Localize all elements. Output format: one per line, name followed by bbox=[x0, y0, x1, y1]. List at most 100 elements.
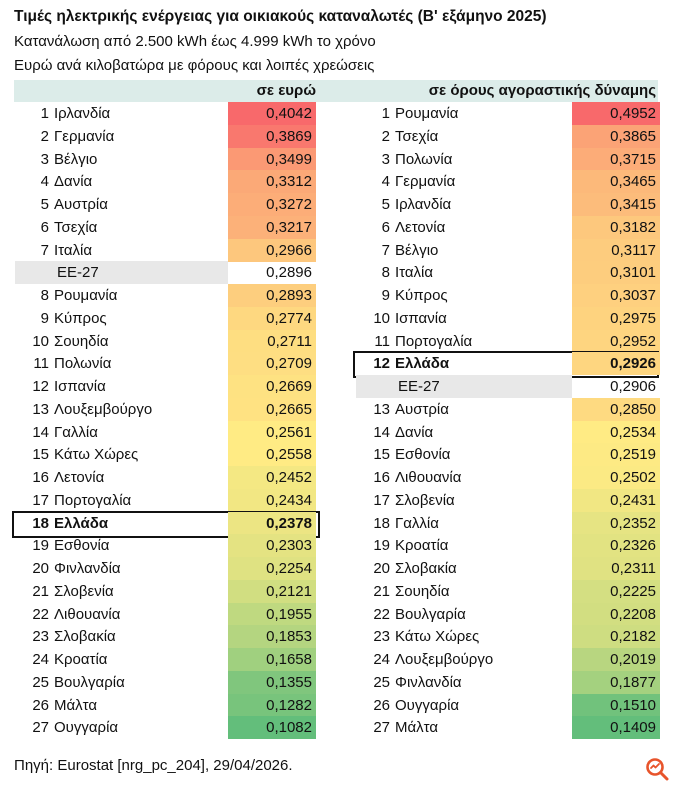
rank-cell: 22 bbox=[32, 605, 49, 623]
country-name-cell: Πολωνία bbox=[54, 355, 112, 373]
value-cell: 0,2378 bbox=[228, 511, 316, 535]
country-name-cell: ΕΕ-27 bbox=[398, 378, 440, 395]
country-name-cell: Γερμανία bbox=[395, 173, 456, 191]
rank-cell: 15 bbox=[32, 446, 49, 464]
country-name-cell: Εσθονία bbox=[54, 537, 110, 555]
table-row: 4 Δανία 0,3312 bbox=[15, 170, 317, 194]
rank-cell: 8 bbox=[381, 264, 390, 282]
value-cell: 0,1282 bbox=[228, 693, 316, 717]
table-row: ΕΕ-27 0,2896 bbox=[15, 261, 317, 285]
table-row: 26 Ουγγαρία 0,1510 bbox=[356, 693, 660, 717]
table-row: 6 Λετονία 0,3182 bbox=[356, 215, 660, 239]
table-header-bar bbox=[14, 80, 658, 102]
country-name-cell: Δανία bbox=[395, 423, 434, 441]
rank-cell: 12 bbox=[32, 378, 49, 395]
country-name-cell: Λουξεμβούργο bbox=[54, 400, 153, 418]
value-cell: 0,2711 bbox=[228, 329, 316, 353]
value-cell: 0,2225 bbox=[572, 579, 660, 603]
rank-cell: 13 bbox=[32, 400, 49, 418]
table-row: 19 Κροατία 0,2326 bbox=[356, 534, 660, 558]
value-cell: 0,2502 bbox=[572, 466, 660, 489]
value-cell: 0,1853 bbox=[228, 625, 316, 649]
table-row: 16 Λιθουανία 0,2502 bbox=[356, 466, 660, 489]
rank-cell: 16 bbox=[32, 469, 49, 486]
value-cell: 0,2254 bbox=[228, 557, 316, 580]
source-note: Πηγή: Eurostat [nrg_pc_204], 29/04/2026. bbox=[14, 757, 293, 774]
rank-cell: 3 bbox=[381, 150, 390, 168]
value-cell: 0,2774 bbox=[228, 306, 316, 330]
table-row: 24 Κροατία 0,1658 bbox=[15, 648, 317, 671]
rank-cell: 24 bbox=[32, 651, 49, 668]
eu-row-background bbox=[356, 375, 572, 398]
value-cell: 0,2121 bbox=[228, 579, 316, 603]
table-row: 1 Ρουμανία 0,4952 bbox=[356, 102, 660, 125]
table-row: 24 Λουξεμβούργο 0,2019 bbox=[356, 648, 660, 671]
country-name-cell: Ρουμανία bbox=[54, 287, 118, 304]
rank-cell: 18 bbox=[32, 514, 49, 532]
table-row: 13 Αυστρία 0,2850 bbox=[356, 397, 660, 421]
country-name-cell: Πολωνία bbox=[395, 150, 453, 168]
country-name-cell: Μάλτα bbox=[54, 696, 98, 714]
table-row: 3 Βέλγιο 0,3499 bbox=[15, 147, 317, 171]
country-name-cell: Ελλάδα bbox=[54, 514, 109, 532]
rank-cell: 19 bbox=[32, 537, 49, 555]
value-cell: 0,2561 bbox=[228, 420, 316, 444]
rank-cell: 1 bbox=[40, 105, 49, 122]
rank-cell: 10 bbox=[32, 332, 49, 350]
value-cell: 0,2534 bbox=[572, 420, 660, 444]
value-cell: 0,2434 bbox=[228, 488, 316, 512]
table-row: 16 Λετονία 0,2452 bbox=[15, 466, 317, 489]
country-name-cell: Βουλγαρία bbox=[54, 673, 125, 691]
rank-cell: 19 bbox=[373, 537, 390, 555]
country-name-cell: Βέλγιο bbox=[395, 241, 439, 259]
country-name-cell: Βουλγαρία bbox=[395, 605, 466, 623]
country-name-cell: Πορτογαλία bbox=[54, 491, 132, 509]
country-name-cell: Ιρλανδία bbox=[54, 105, 111, 122]
table-row: 14 Γαλλία 0,2561 bbox=[15, 420, 317, 444]
rank-cell: 6 bbox=[381, 218, 390, 236]
value-cell: 0,3869 bbox=[228, 124, 316, 148]
rank-cell: 6 bbox=[40, 218, 49, 236]
country-name-cell: Ιρλανδία bbox=[395, 196, 452, 213]
country-name-cell: Ισπανία bbox=[54, 378, 106, 395]
value-cell: 0,1877 bbox=[572, 670, 660, 694]
table-row: 1 Ιρλανδία 0,4042 bbox=[15, 102, 317, 125]
table-row: 20 Φινλανδία 0,2254 bbox=[15, 557, 317, 580]
rank-cell: 2 bbox=[381, 127, 390, 145]
country-name-cell: Φινλανδία bbox=[395, 673, 462, 691]
country-name-cell: Δανία bbox=[54, 173, 93, 191]
country-name-cell: Λιθουανία bbox=[395, 469, 462, 486]
table-row: 5 Ιρλανδία 0,3415 bbox=[356, 193, 660, 216]
rank-cell: 12 bbox=[373, 355, 390, 373]
country-name-cell: Ισπανία bbox=[395, 309, 447, 327]
rank-cell: 5 bbox=[381, 196, 390, 213]
greece-highlight-box bbox=[12, 510, 320, 538]
table-row: 22 Βουλγαρία 0,2208 bbox=[356, 602, 660, 626]
value-cell: 0,3865 bbox=[572, 124, 660, 148]
table-row: 7 Βέλγιο 0,3117 bbox=[356, 238, 660, 262]
value-cell: 0,2952 bbox=[572, 329, 660, 353]
country-name-cell: Σουηδία bbox=[54, 332, 109, 350]
value-cell: 0,2669 bbox=[228, 375, 316, 398]
value-cell: 0,3037 bbox=[572, 284, 660, 307]
table-row: 27 Μάλτα 0,1409 bbox=[356, 716, 660, 740]
value-cell: 0,2906 bbox=[610, 378, 656, 395]
rank-cell: 9 bbox=[381, 287, 390, 304]
table-row: 17 Πορτογαλία 0,2434 bbox=[15, 488, 317, 512]
country-name-cell: Κύπρος bbox=[54, 309, 107, 327]
table-row: 18 Ελλάδα 0,2378 bbox=[12, 510, 320, 538]
value-cell: 0,2519 bbox=[572, 443, 660, 467]
rank-cell: 3 bbox=[40, 150, 49, 168]
rank-cell: 27 bbox=[373, 719, 390, 737]
value-cell: 0,3117 bbox=[572, 238, 660, 262]
value-cell: 0,2850 bbox=[572, 397, 660, 421]
value-cell: 0,1409 bbox=[572, 716, 660, 740]
value-cell: 0,3465 bbox=[572, 170, 660, 194]
country-name-cell: Λετονία bbox=[395, 218, 446, 236]
table-row: 20 Σλοβακία 0,2311 bbox=[356, 557, 660, 580]
table-row: 21 Σουηδία 0,2225 bbox=[356, 579, 660, 603]
value-cell: 0,1355 bbox=[228, 670, 316, 694]
rank-cell: 11 bbox=[374, 332, 390, 350]
table-row: 8 Ρουμανία 0,2893 bbox=[15, 284, 317, 307]
country-name-cell: Κροατία bbox=[395, 537, 449, 555]
